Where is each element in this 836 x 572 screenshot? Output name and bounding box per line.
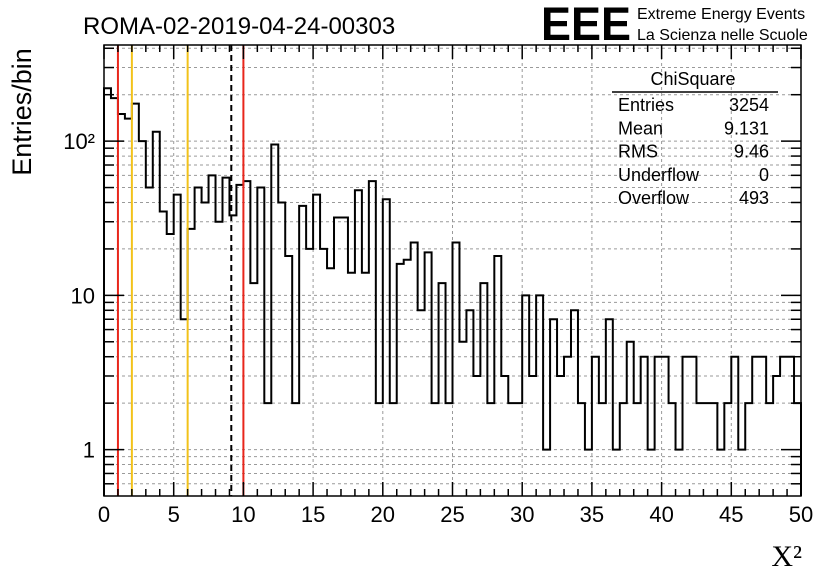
y-tick-label: 10² (63, 129, 95, 154)
y-tick-label: 1 (83, 438, 95, 463)
x-axis-label: X² (771, 540, 802, 572)
x-tick-label: 40 (649, 502, 673, 527)
stats-row-label: Mean (618, 118, 663, 138)
eee-logo-line2: La Scienza nelle Scuole (637, 27, 808, 44)
x-tick-label: 0 (98, 502, 110, 527)
stats-row-label: Overflow (618, 188, 690, 208)
x-tick-label: 20 (371, 502, 395, 527)
statistics-box: ChiSquare Entries 3254 Mean 9.131 RMS 9.46 Und… (612, 69, 778, 208)
x-tick-label: 15 (301, 502, 325, 527)
stats-title: ChiSquare (650, 69, 735, 89)
stats-row-label: RMS (618, 142, 658, 162)
stats-row-label: Underflow (618, 165, 700, 185)
y-axis-label: Entries/bin (7, 48, 37, 176)
eee-logo-mark: EEE (541, 0, 631, 50)
stats-row-value: 9.46 (734, 142, 769, 162)
y-tick-label: 10 (71, 283, 95, 308)
stats-row-value: 9.131 (724, 118, 769, 138)
eee-logo-line1: Extreme Energy Events (637, 6, 805, 23)
x-tick-label: 30 (510, 502, 534, 527)
run-title: ROMA-02-2019-04-24-00303 (83, 13, 395, 40)
histogram-series-line (103, 87, 802, 496)
stats-row-value: 493 (739, 188, 769, 208)
x-tick-label: 5 (168, 502, 180, 527)
stats-row-value: 3254 (729, 95, 769, 115)
y-tick-labels: 1 10 10² (63, 129, 95, 462)
reference-lines (116, 45, 245, 496)
axis-ticks (103, 45, 802, 496)
stats-row-label: Entries (618, 95, 674, 115)
x-tick-label: 50 (789, 502, 813, 527)
x-tick-label: 10 (231, 502, 255, 527)
x-tick-label: 25 (440, 502, 464, 527)
stats-row-value: 0 (759, 165, 769, 185)
x-tick-label: 35 (580, 502, 604, 527)
x-tick-labels: 0 5 10 15 20 25 30 35 40 45 50 (98, 502, 813, 527)
eee-logo: EEE Extreme Energy Events La Scienza nel… (541, 0, 808, 50)
stats-rows: Entries 3254 Mean 9.131 RMS 9.46 Underflow 0 Ove… (618, 95, 769, 208)
x-tick-label: 45 (719, 502, 743, 527)
